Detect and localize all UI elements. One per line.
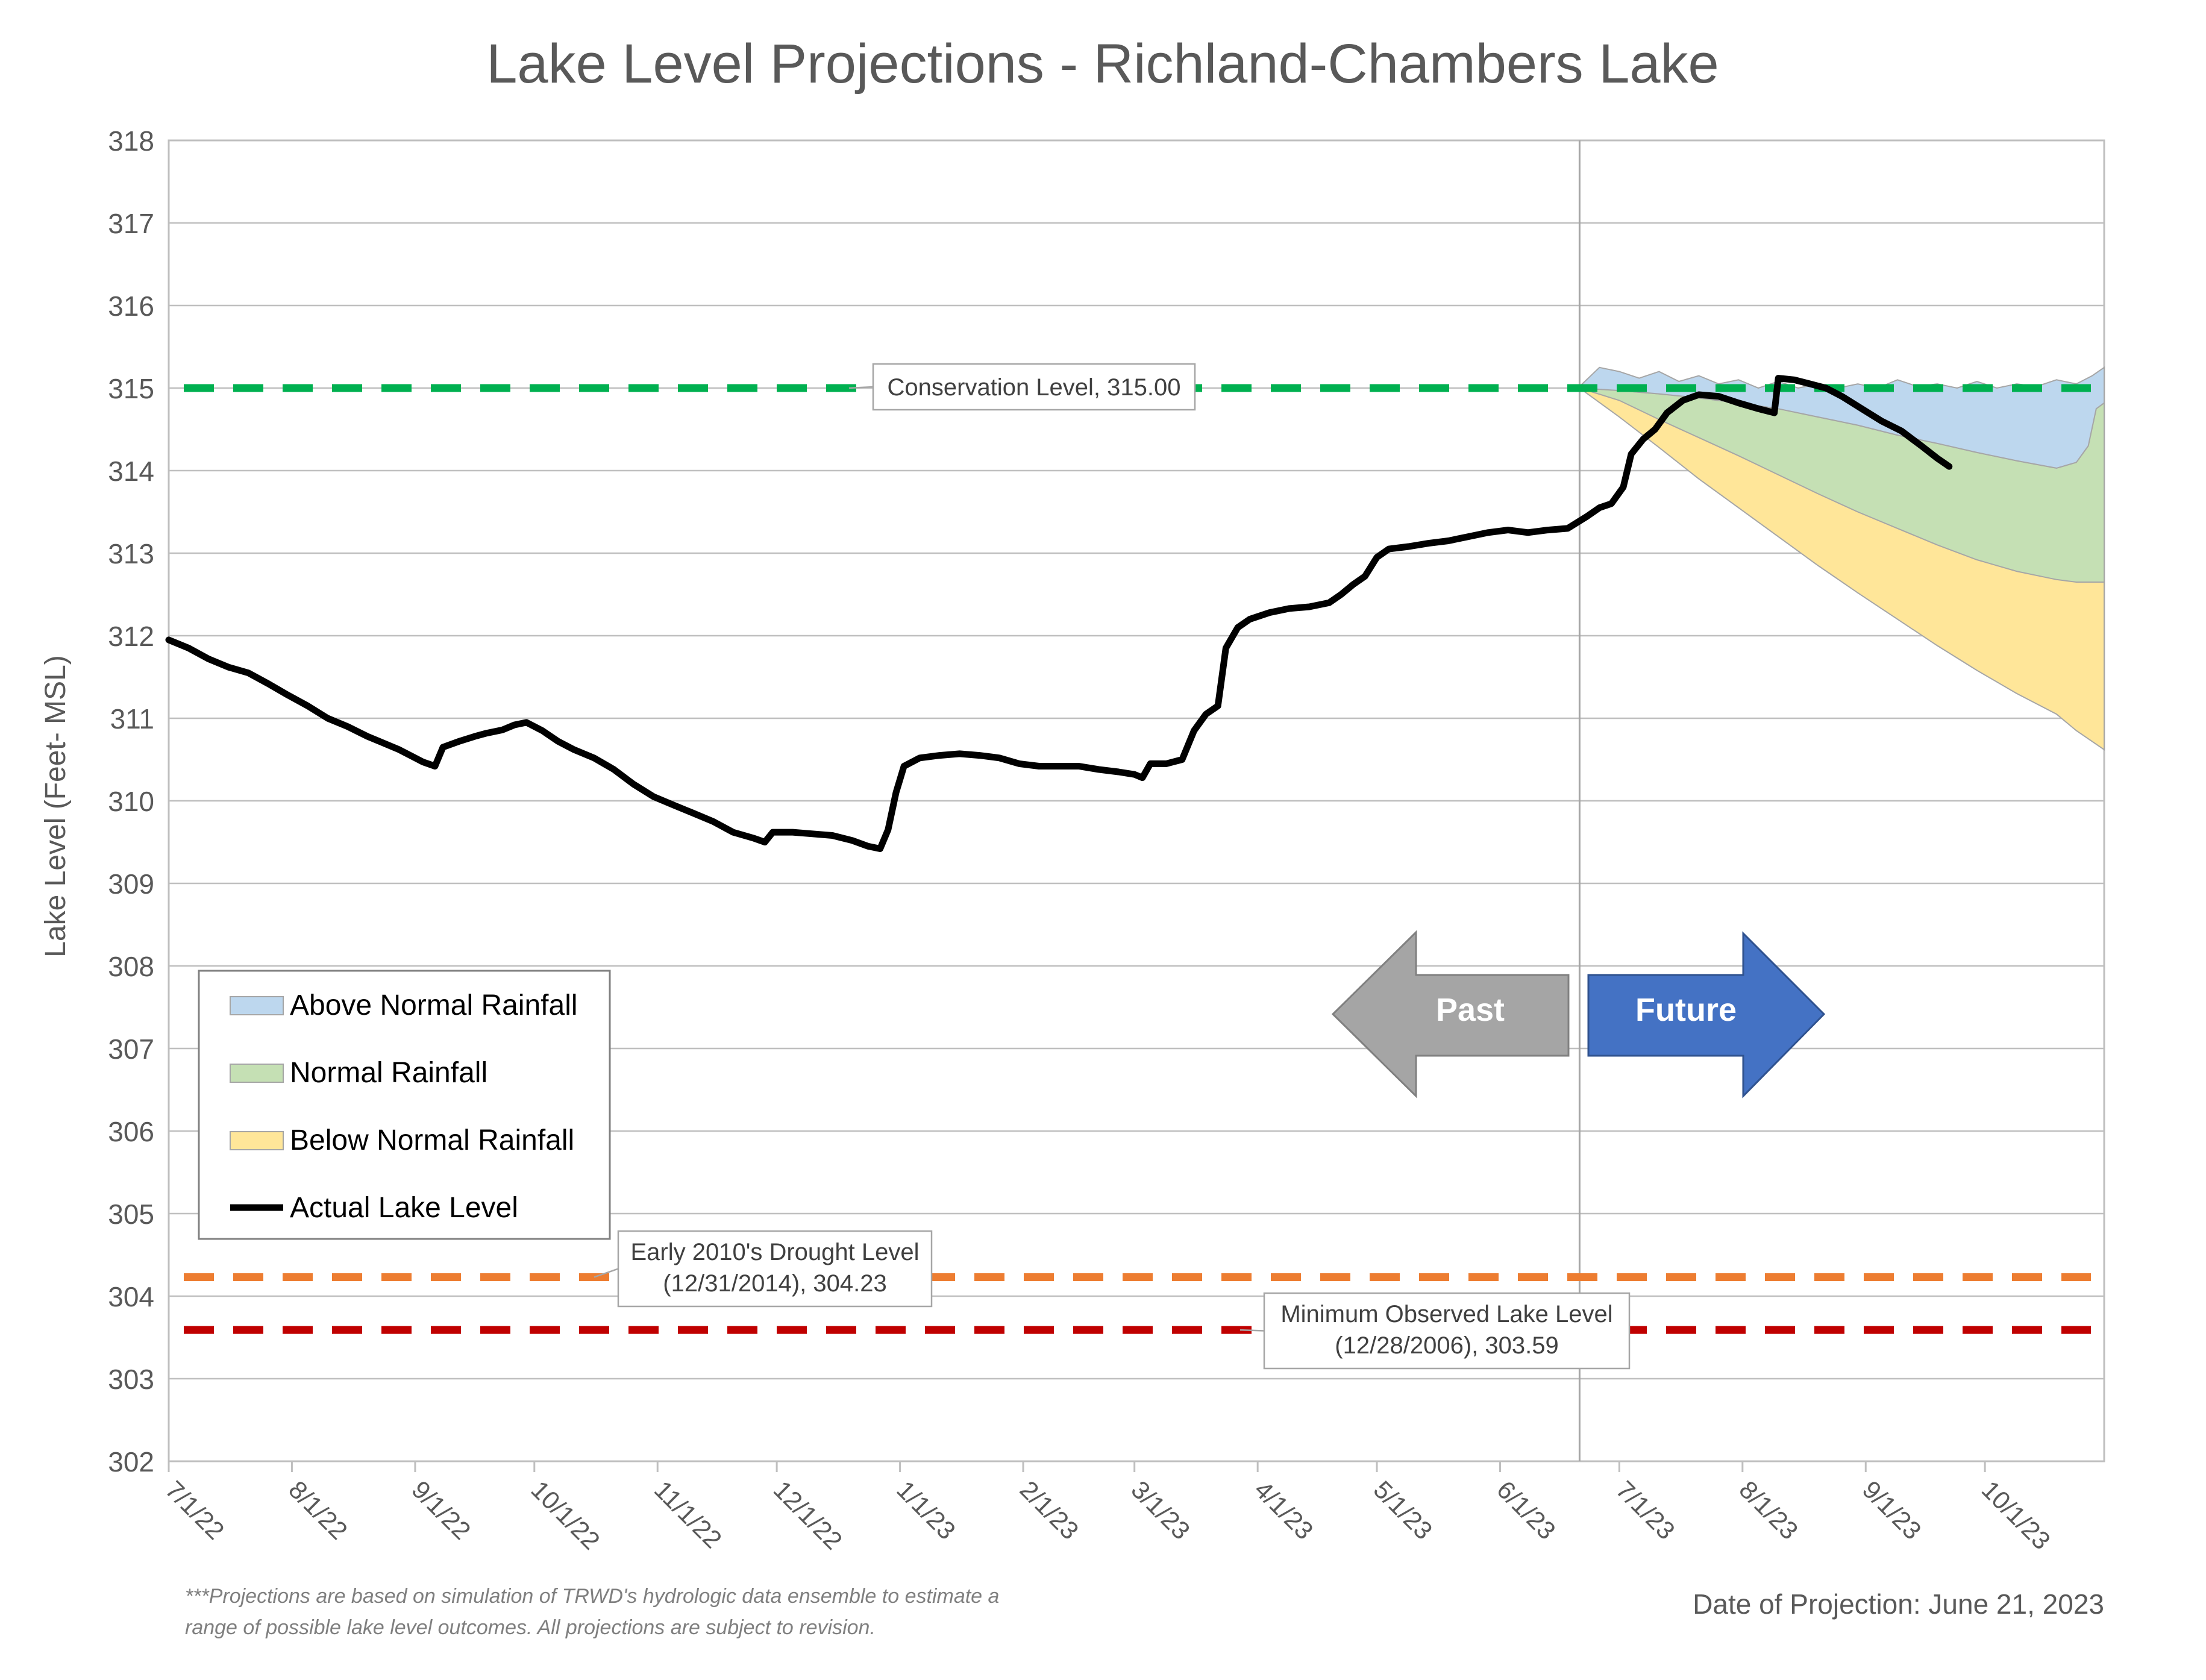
footnote-line-1: ***Projections are based on simulation o… bbox=[185, 1585, 999, 1608]
drought-callout-text: (12/31/2014), 304.23 bbox=[663, 1270, 886, 1297]
legend-item-label: Above Normal Rainfall bbox=[290, 989, 578, 1021]
conservation-callout-leader bbox=[848, 386, 874, 389]
y-tick-label: 305 bbox=[108, 1199, 154, 1230]
y-tick-label: 313 bbox=[108, 538, 154, 569]
y-tick-label: 308 bbox=[108, 951, 154, 982]
legend-item-label: Normal Rainfall bbox=[290, 1057, 487, 1089]
drought-callout-leader bbox=[594, 1268, 619, 1278]
conservation-callout-text: Conservation Level, 315.00 bbox=[888, 374, 1181, 401]
legend: Above Normal Rainfall Normal Rainfall Belo… bbox=[198, 970, 611, 1240]
y-tick-label: 311 bbox=[110, 703, 154, 735]
y-tick-label: 307 bbox=[108, 1033, 154, 1065]
y-tick-label: 302 bbox=[108, 1446, 154, 1478]
drought-callout-text: Early 2010's Drought Level bbox=[630, 1239, 919, 1265]
footnote-line-2: range of possible lake level outcomes. A… bbox=[185, 1616, 876, 1639]
y-tick-label: 306 bbox=[108, 1116, 154, 1147]
minimum-callout-text: (12/28/2006), 303.59 bbox=[1335, 1332, 1558, 1359]
y-tick-label: 317 bbox=[108, 208, 154, 239]
y-tick-label: 316 bbox=[108, 290, 154, 322]
y-tick-label: 309 bbox=[108, 868, 154, 900]
legend-box bbox=[198, 970, 611, 1240]
past-arrow bbox=[1331, 930, 1570, 1099]
minimum-callout-leader bbox=[1239, 1329, 1265, 1332]
future-arrow-label: Future bbox=[1635, 992, 1737, 1028]
minimum-callout-text: Minimum Observed Lake Level bbox=[1280, 1301, 1612, 1327]
y-tick-label: 303 bbox=[108, 1364, 154, 1395]
conservation-callout-box bbox=[872, 363, 1196, 411]
projection-date-note: Date of Projection: June 21, 2023 bbox=[1693, 1588, 2104, 1620]
legend-item-label: Actual Lake Level bbox=[290, 1192, 518, 1224]
minimum-callout-box bbox=[1263, 1292, 1631, 1370]
chart-title: Lake Level Projections - Richland-Chambe… bbox=[486, 33, 1719, 95]
legend-swatch bbox=[230, 996, 284, 1015]
actual-lake-level-line bbox=[165, 375, 1953, 852]
legend-item-label: Below Normal Rainfall bbox=[290, 1124, 574, 1156]
drought-callout-box bbox=[617, 1230, 933, 1308]
y-tick-label: 310 bbox=[108, 786, 154, 817]
legend-swatch bbox=[230, 1131, 284, 1150]
plot-border bbox=[168, 139, 2105, 1462]
y-tick-label: 318 bbox=[108, 125, 154, 157]
y-tick-label: 304 bbox=[108, 1281, 154, 1312]
y-axis-label: Lake Level (Feet- MSL) bbox=[40, 655, 72, 958]
y-tick-label: 315 bbox=[108, 373, 154, 404]
future-arrow bbox=[1587, 931, 1826, 1099]
past-arrow-label: Past bbox=[1436, 992, 1505, 1028]
y-tick-label: 312 bbox=[108, 621, 154, 652]
legend-swatch bbox=[230, 1064, 284, 1083]
y-tick-label: 314 bbox=[108, 456, 154, 487]
